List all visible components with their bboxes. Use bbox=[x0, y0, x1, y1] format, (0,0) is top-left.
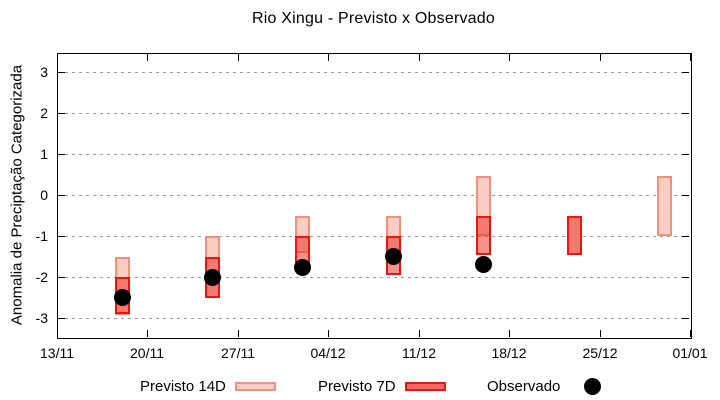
x-tick-mark-bottom bbox=[147, 330, 148, 337]
y-tick-mark-left bbox=[58, 277, 65, 278]
x-tick-label: 13/11 bbox=[40, 345, 74, 361]
legend-item-previsto-14d: Previsto 14D bbox=[140, 377, 276, 395]
y-tick-mark-right bbox=[682, 113, 689, 114]
x-tick-label: 20/11 bbox=[130, 345, 164, 361]
x-tick-mark-bottom bbox=[509, 330, 510, 337]
observado-point bbox=[204, 269, 221, 286]
x-tick-mark-top bbox=[57, 54, 58, 61]
x-tick-mark-bottom bbox=[57, 330, 58, 337]
x-tick-mark-top bbox=[238, 54, 239, 61]
x-tick-label: 25/12 bbox=[582, 345, 618, 361]
y-tick-mark-right bbox=[682, 154, 689, 155]
y-tick-mark-right bbox=[682, 72, 689, 73]
y-tick-mark-left bbox=[58, 195, 65, 196]
legend-label-observado: Observado bbox=[487, 377, 561, 395]
observado-point bbox=[385, 248, 402, 265]
y-tick-label: -2 bbox=[35, 269, 48, 285]
x-tick-label: 11/12 bbox=[402, 345, 436, 361]
x-tick-label: 27/11 bbox=[221, 345, 255, 361]
gridline bbox=[58, 154, 689, 155]
previsto-7d-box bbox=[567, 216, 582, 255]
legend-item-observado: Observado bbox=[487, 377, 602, 395]
gridline bbox=[58, 277, 689, 278]
previsto-7d-box bbox=[476, 216, 491, 255]
y-tick-mark-left bbox=[58, 318, 65, 319]
y-tick-mark-left bbox=[58, 236, 65, 237]
y-tick-mark-left bbox=[58, 72, 65, 73]
gridline bbox=[58, 113, 689, 114]
previsto-14d-swatch-icon bbox=[234, 381, 276, 391]
gridline bbox=[58, 72, 689, 73]
previsto-14d-box bbox=[657, 176, 672, 236]
observado-point bbox=[475, 256, 492, 273]
x-tick-mark-top bbox=[419, 54, 420, 61]
gridline bbox=[58, 195, 689, 196]
x-tick-mark-bottom bbox=[328, 330, 329, 337]
y-tick-mark-right bbox=[682, 277, 689, 278]
y-tick-mark-left bbox=[58, 113, 65, 114]
legend-label-previsto-14d: Previsto 14D bbox=[140, 377, 226, 395]
y-tick-label: 3 bbox=[40, 64, 48, 80]
y-tick-label: 2 bbox=[40, 105, 48, 121]
legend-item-previsto-7d: Previsto 7D bbox=[318, 377, 446, 395]
plot-frame bbox=[57, 53, 692, 339]
x-tick-label: 01/01 bbox=[672, 345, 708, 361]
x-tick-mark-top bbox=[690, 54, 691, 61]
x-tick-mark-top bbox=[328, 54, 329, 61]
y-tick-label: 1 bbox=[40, 146, 48, 162]
legend-label-previsto-7d: Previsto 7D bbox=[318, 377, 396, 395]
x-tick-label: 04/12 bbox=[310, 345, 346, 361]
y-tick-label: 0 bbox=[40, 187, 48, 203]
observado-point bbox=[294, 259, 311, 276]
y-tick-mark-right bbox=[682, 318, 689, 319]
x-tick-mark-bottom bbox=[238, 330, 239, 337]
y-tick-mark-left bbox=[58, 154, 65, 155]
observado-dot-icon bbox=[584, 377, 602, 395]
y-tick-mark-right bbox=[682, 236, 689, 237]
gridline bbox=[58, 236, 689, 237]
y-tick-label: -1 bbox=[35, 228, 48, 244]
y-tick-label: -3 bbox=[35, 310, 48, 326]
x-tick-mark-top bbox=[509, 54, 510, 61]
previsto-7d-swatch-icon bbox=[404, 381, 446, 391]
y-tick-mark-right bbox=[682, 195, 689, 196]
x-tick-mark-top bbox=[147, 54, 148, 61]
chart-title: Rio Xingu - Previsto x Observado bbox=[252, 10, 495, 27]
x-tick-mark-bottom bbox=[600, 330, 601, 337]
x-tick-mark-bottom bbox=[690, 330, 691, 337]
observado-point bbox=[114, 289, 131, 306]
x-tick-mark-bottom bbox=[419, 330, 420, 337]
gridline bbox=[58, 318, 689, 319]
x-tick-mark-top bbox=[600, 54, 601, 61]
x-tick-label: 18/12 bbox=[491, 345, 527, 361]
